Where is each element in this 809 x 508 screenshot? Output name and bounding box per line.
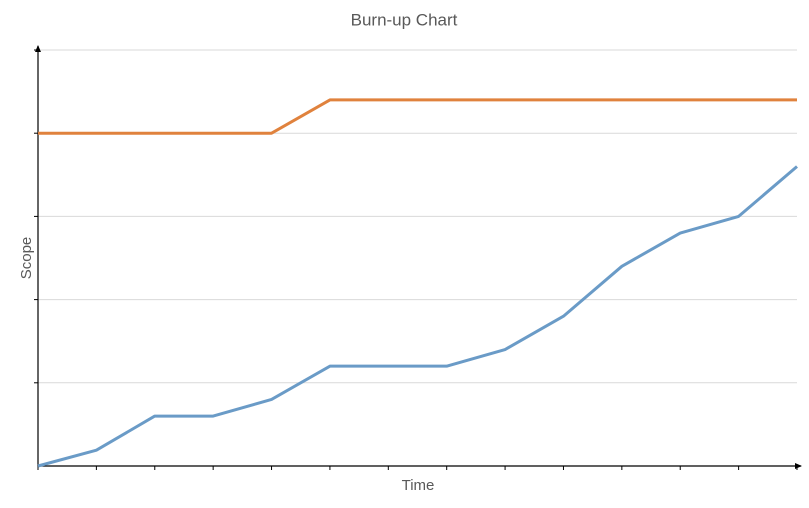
y-axis-label: Scope <box>18 237 35 280</box>
x-axis-label: Time <box>402 477 435 494</box>
series-line <box>37 165 798 468</box>
series-line <box>38 98 797 135</box>
chart-title: Burn-up Chart <box>351 10 458 29</box>
